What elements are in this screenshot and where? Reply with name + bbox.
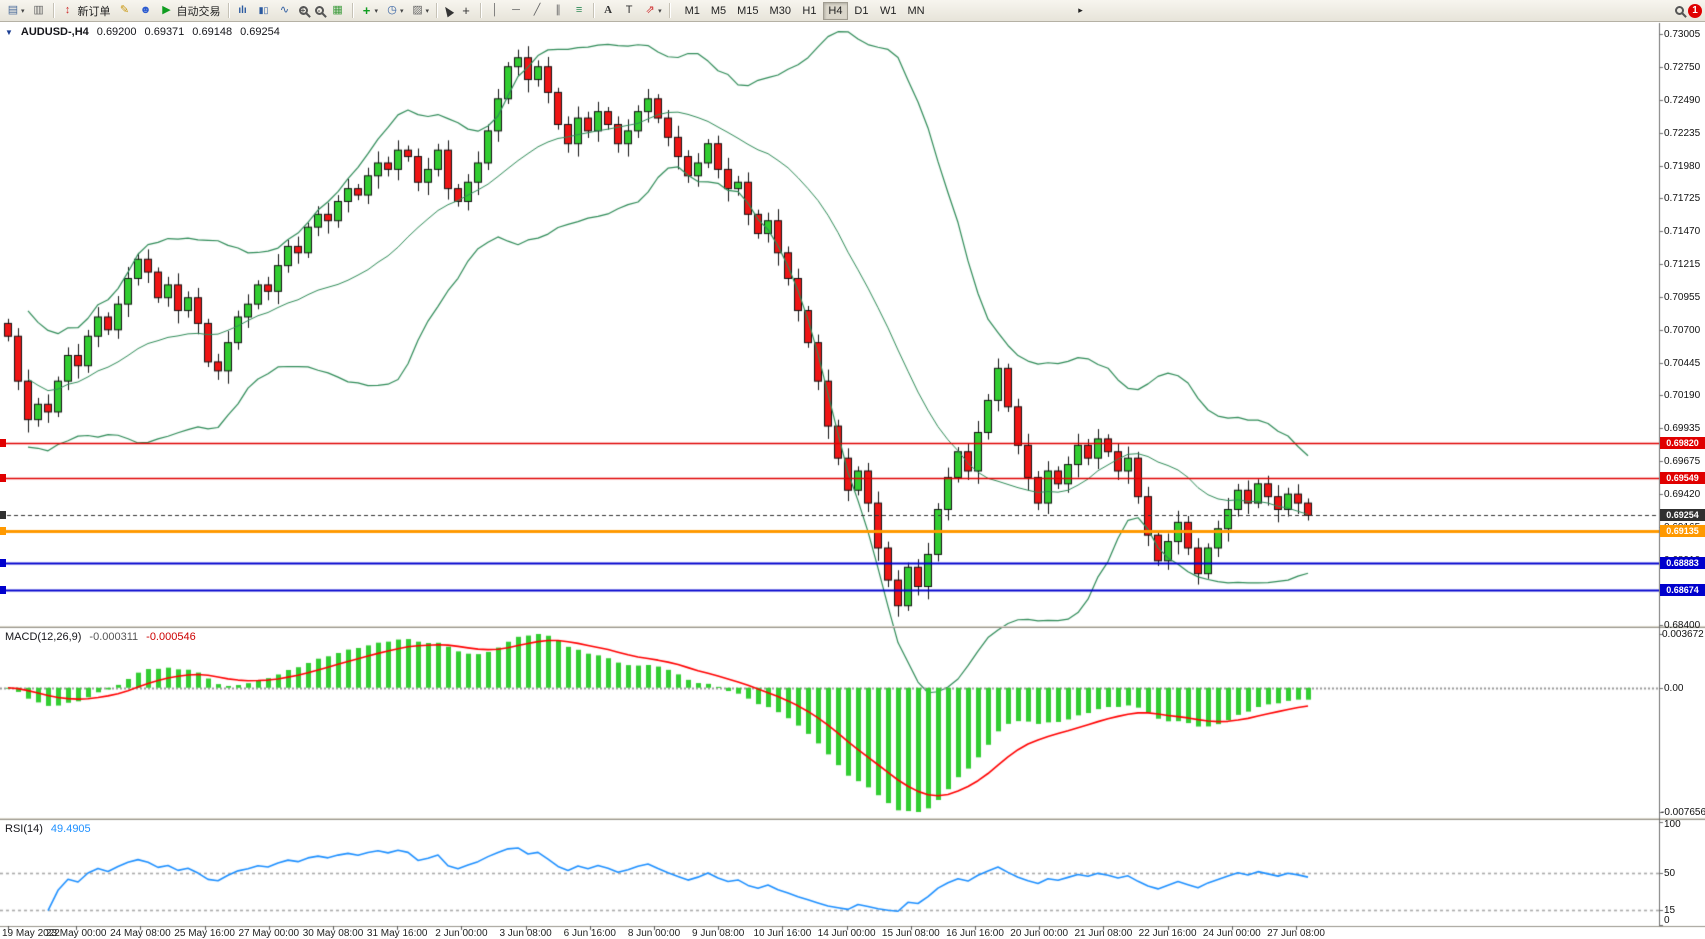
candlestick-chart-button[interactable]: ▮▯ bbox=[254, 2, 274, 20]
toolbar-separator bbox=[593, 3, 595, 18]
timeframe-m15[interactable]: M15 bbox=[732, 2, 763, 20]
toolbar-separator bbox=[436, 3, 438, 18]
crosshair-button[interactable]: + bbox=[456, 2, 476, 20]
toolbar-overflow-button[interactable]: ▸ bbox=[1071, 2, 1091, 20]
line-chart-button[interactable]: ∿ bbox=[275, 2, 295, 20]
ohlc-close: 0.69254 bbox=[240, 26, 280, 38]
templates-icon: ▨ bbox=[412, 4, 423, 16]
new-order-label: 新订单 bbox=[77, 5, 111, 18]
vertical-line-button[interactable]: │ bbox=[485, 2, 505, 20]
chart-ohlc-header: ▼ AUDUSD-,H4 0.69200 0.69371 0.69148 0.6… bbox=[5, 26, 280, 38]
text-label-button[interactable]: T bbox=[619, 2, 639, 20]
navigator-button[interactable]: ☻ bbox=[136, 2, 156, 20]
symbol-period-label: AUDUSD-,H4 bbox=[20, 26, 89, 38]
vertical-line-icon: │ bbox=[491, 4, 499, 16]
macd-value-main: -0.000311 bbox=[89, 631, 139, 643]
zoom-in-icon: + bbox=[298, 6, 308, 15]
chevron-down-icon: ▾ bbox=[425, 7, 430, 15]
notification-badge[interactable]: 1 bbox=[1688, 3, 1702, 18]
timeframe-m5[interactable]: M5 bbox=[706, 2, 731, 20]
templates-button[interactable]: ▨ ▾ bbox=[408, 2, 433, 20]
channel-button[interactable]: ∥ bbox=[548, 2, 568, 20]
metaeditor-icon: ✎ bbox=[119, 4, 130, 16]
rsi-header: RSI(14) 49.4905 bbox=[5, 823, 91, 835]
timeframe-w1[interactable]: W1 bbox=[875, 2, 902, 20]
symbol-dropdown-icon[interactable]: ▼ bbox=[5, 27, 13, 37]
ohlc-high: 0.69371 bbox=[144, 26, 185, 38]
periods-button[interactable]: ◷ ▾ bbox=[382, 2, 407, 20]
clock-icon: ◷ bbox=[387, 4, 397, 16]
ohlc-low: 0.69148 bbox=[192, 26, 233, 38]
toolbar-separator bbox=[480, 3, 482, 18]
tile-windows-icon: ▦ bbox=[332, 4, 343, 16]
chevron-down-icon: ▾ bbox=[374, 7, 379, 15]
trendline-button[interactable]: ╱ bbox=[527, 2, 547, 20]
cursor-button[interactable] bbox=[441, 2, 455, 20]
chevron-down-icon: ▾ bbox=[400, 7, 404, 15]
search-button[interactable] bbox=[1672, 2, 1687, 20]
toolbar-separator bbox=[668, 3, 670, 18]
chevron-down-icon: ▾ bbox=[21, 7, 25, 15]
bar-chart-icon: ılı bbox=[238, 4, 247, 16]
new-chart-button[interactable]: ▤ ▾ bbox=[3, 2, 28, 20]
zoom-out-button[interactable]: - bbox=[312, 2, 327, 20]
timeframe-d1[interactable]: D1 bbox=[849, 2, 874, 20]
tile-windows-button[interactable]: ▦ bbox=[328, 2, 348, 20]
channel-icon: ∥ bbox=[555, 4, 561, 16]
text-tool-button[interactable]: A bbox=[598, 2, 618, 20]
candlestick-chart-icon: ▮▯ bbox=[258, 5, 269, 15]
macd-value-signal: -0.000546 bbox=[146, 631, 196, 643]
navigator-icon: ☻ bbox=[139, 4, 152, 16]
rsi-title: RSI(14) bbox=[5, 823, 43, 835]
bar-chart-button[interactable]: ılı bbox=[233, 2, 253, 20]
autotrading-button[interactable]: ▶ 自动交易 bbox=[157, 2, 224, 20]
chevron-down-icon: ▾ bbox=[658, 7, 662, 15]
timeframe-group: M1 M5 M15 M30 H1 H4 D1 W1 MN bbox=[680, 1, 930, 20]
horizontal-line-icon: ─ bbox=[512, 4, 520, 16]
timeframe-mn[interactable]: MN bbox=[902, 2, 929, 20]
new-order-button[interactable]: ↕ 新订单 bbox=[58, 2, 114, 20]
autotrading-label: 自动交易 bbox=[176, 5, 221, 18]
autotrading-play-icon: ▶ bbox=[162, 4, 171, 16]
line-chart-icon: ∿ bbox=[279, 4, 290, 16]
text-tool-icon: A bbox=[604, 4, 613, 16]
crosshair-icon: + bbox=[462, 3, 470, 18]
new-order-icon: ↕ bbox=[64, 4, 71, 16]
new-chart-icon: ▤ bbox=[7, 4, 19, 16]
toolbar-separator bbox=[351, 3, 353, 18]
timeframe-h4[interactable]: H4 bbox=[822, 1, 848, 20]
timeframe-m1[interactable]: M1 bbox=[680, 2, 705, 20]
trendline-icon: ╱ bbox=[533, 4, 541, 16]
timeframe-h1[interactable]: H1 bbox=[797, 2, 822, 20]
fibonacci-button[interactable]: ≡ bbox=[569, 2, 589, 20]
macd-header: MACD(12,26,9) -0.000311 -0.000546 bbox=[5, 631, 196, 643]
search-icon bbox=[1675, 6, 1684, 15]
indicators-plus-icon: + bbox=[362, 3, 371, 18]
fibonacci-icon: ≡ bbox=[575, 4, 583, 16]
text-label-icon: T bbox=[625, 4, 633, 16]
profiles-icon: ▥ bbox=[33, 4, 44, 16]
rsi-value: 49.4905 bbox=[50, 823, 91, 835]
toolbar-separator bbox=[227, 3, 229, 18]
toolbar: ▤ ▾ ▥ ↕ 新订单 ✎ ☻ ▶ 自动交易 ılı ▮▯ ∿ + - ▦ + ▾ ◷ ▾… bbox=[0, 0, 1705, 22]
ohlc-open: 0.69200 bbox=[96, 26, 137, 38]
horizontal-line-button[interactable]: ─ bbox=[506, 2, 526, 20]
timeframe-m30[interactable]: M30 bbox=[765, 2, 796, 20]
profiles-button[interactable]: ▥ bbox=[29, 2, 49, 20]
cursor-icon bbox=[441, 4, 455, 17]
indicators-button[interactable]: + ▾ bbox=[357, 2, 382, 20]
arrows-icon: ⇗ bbox=[645, 4, 655, 16]
toolbar-overflow-chevron-icon: ▸ bbox=[1078, 5, 1083, 15]
zoom-out-icon: - bbox=[314, 6, 324, 15]
macd-title: MACD(12,26,9) bbox=[5, 631, 82, 643]
metaeditor-button[interactable]: ✎ bbox=[115, 2, 135, 20]
toolbar-separator bbox=[52, 3, 54, 18]
zoom-in-button[interactable]: + bbox=[296, 2, 311, 20]
arrows-button[interactable]: ⇗ ▾ bbox=[640, 2, 665, 20]
